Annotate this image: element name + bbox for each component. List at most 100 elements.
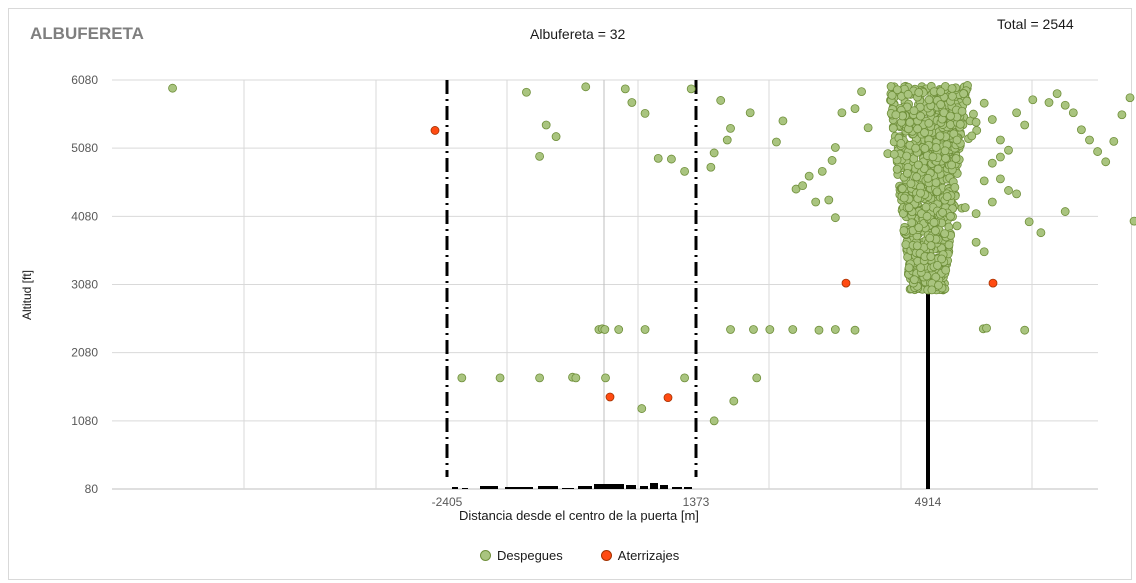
despegues-point [824,195,834,205]
despegues-point [1125,93,1135,103]
despegues-point [938,208,947,217]
despegues-point [1093,147,1102,156]
despegues-point [581,82,591,92]
despegues-point [921,202,931,212]
chart-subtitle: Albufereta = 32 [530,26,626,42]
despegues-point [778,116,788,126]
ground-bar [578,486,592,489]
y-tick-label: 2080 [71,346,98,360]
despegues-point [920,144,930,153]
despegues-point [996,174,1005,184]
despegues-point [765,325,775,334]
despegues-point [931,178,941,188]
despegues-point [916,263,926,273]
despegues-point [600,325,610,334]
x-tick-label: 1373 [683,495,710,509]
despegues-point [946,111,955,121]
despegues-point [931,143,941,152]
despegues-point [920,128,929,138]
despegues-point [979,247,989,257]
chart-title: ALBUFERETA [30,24,144,43]
despegues-point [726,123,735,133]
y-tick-label: 3080 [71,278,98,292]
y-tick-label: 4080 [71,209,98,223]
despegues-point [960,203,970,212]
aterrizajes-point [605,392,615,402]
aterrizajes-point [988,278,998,288]
despegues-point [971,237,981,247]
despegues-point [889,149,899,159]
despegues-point [1077,125,1086,135]
legend-swatch-despegues [480,550,491,561]
despegues-point [726,325,735,334]
ground-bar [562,488,574,489]
despegues-point [971,117,981,127]
aterrizajes-point [430,126,440,135]
despegues-point [830,325,840,334]
despegues-point [936,87,946,96]
despegues-point [904,263,914,273]
despegues-point [979,98,989,108]
despegues-point [903,89,913,99]
despegues-point [1012,189,1021,199]
despegues-point [926,241,936,251]
despegues-point [1085,135,1094,145]
despegues-point [1052,89,1062,99]
despegues-point [933,164,943,174]
despegues-point [950,183,960,192]
despegues-point [947,160,956,170]
despegues-point [745,108,755,118]
despegues-point [996,135,1005,145]
x-tick-label: -2405 [432,495,463,509]
despegues-point [620,84,630,94]
ground-bar [626,485,636,489]
despegues-point [888,123,898,133]
despegues-point [811,197,821,207]
despegues-point [1036,228,1046,238]
chart-frame [8,8,1132,580]
ground-bar [462,488,468,489]
legend-label-aterrizajes: Aterrizajes [617,548,680,563]
despegues-point [987,197,997,207]
despegues-point [830,213,840,223]
despegues-point [749,325,758,334]
despegues-point [924,95,934,105]
despegues-point [899,226,909,235]
despegues-point [637,404,647,413]
despegues-point [955,119,965,129]
despegues-point [495,373,505,383]
despegues-point [1020,120,1030,130]
despegues-point [935,131,945,141]
y-tick-label: 1080 [71,414,98,428]
ground-bar [505,487,533,489]
despegues-point [686,84,696,94]
despegues-point [891,110,901,120]
despegues-point [924,118,934,128]
y-tick-label: 6080 [71,73,98,87]
despegues-point [952,135,962,145]
despegues-point [931,226,940,236]
x-axis-label: Distancia desde el centro de la puerta [… [459,508,699,523]
despegues-point [896,138,906,148]
despegues-point [906,179,916,189]
despegues-point [916,188,925,198]
despegues-point [937,254,947,264]
despegues-point [929,218,939,227]
despegues-point [817,166,827,176]
despegues-point [922,211,932,221]
despegues-point [887,90,897,100]
despegues-point [941,153,950,163]
despegues-point [788,325,798,334]
x-tick-label: 4914 [915,495,942,509]
despegues-point [979,176,989,186]
despegues-point [667,154,676,164]
despegues-point [959,89,968,99]
despegues-point [709,416,719,426]
despegues-point [1117,110,1127,120]
despegues-point [914,88,924,97]
despegues-point [899,193,909,203]
despegues-point [932,187,942,197]
despegues-point [830,143,840,152]
despegues-point [804,171,814,181]
